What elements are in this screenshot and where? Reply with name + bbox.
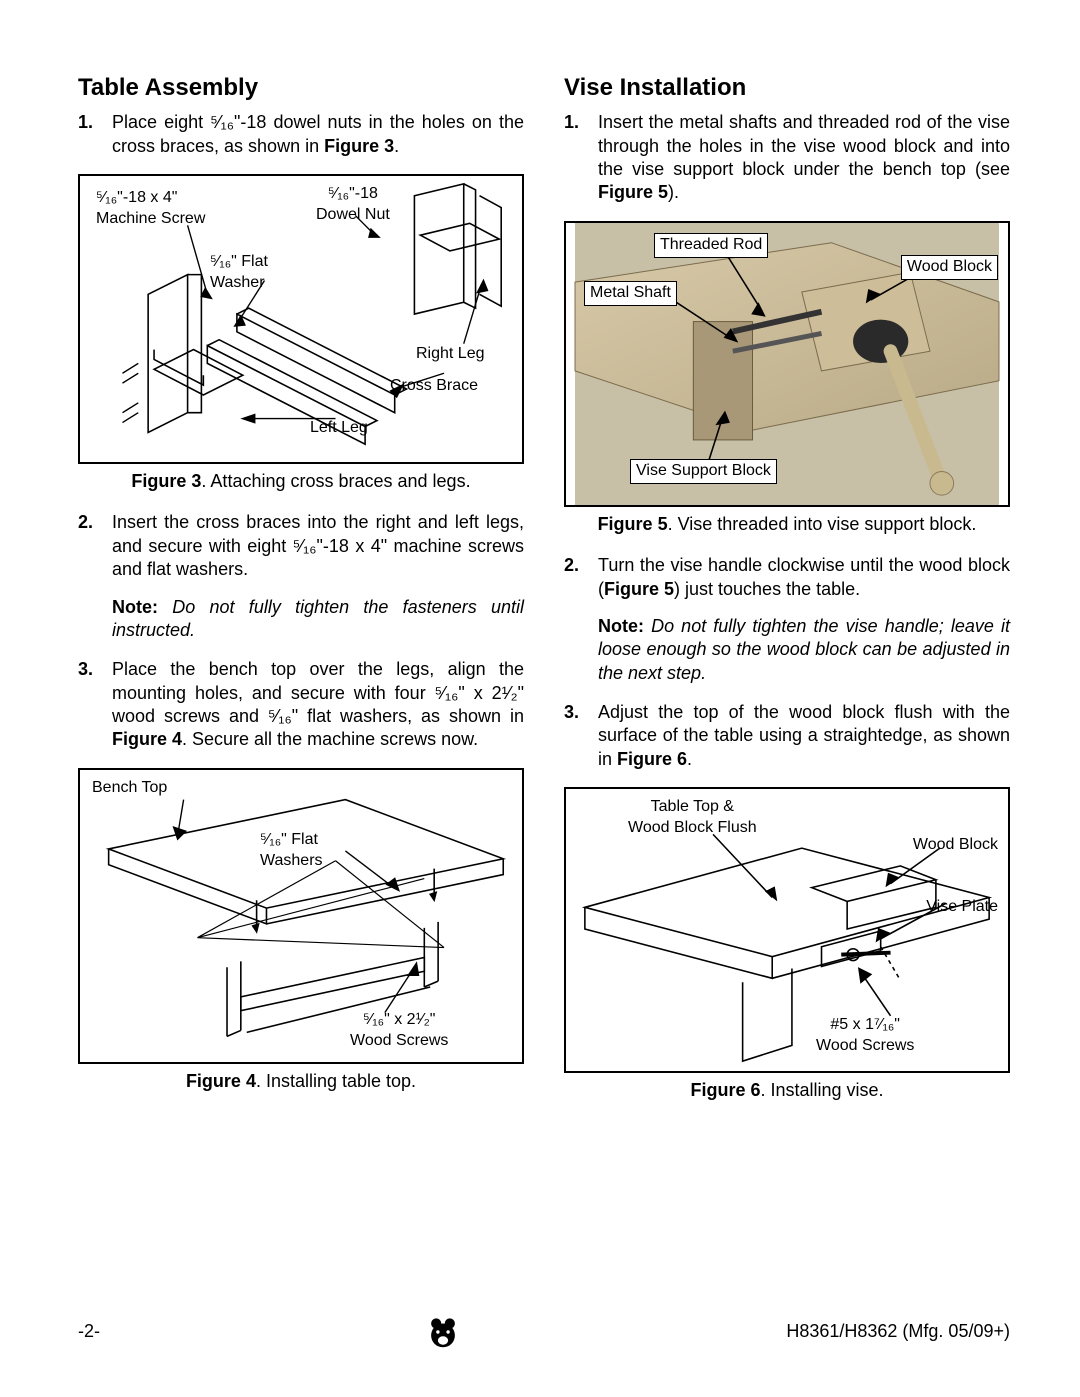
- bear-logo-icon: [426, 1315, 460, 1349]
- step-2-left: 2. Insert the cross braces into the righ…: [78, 511, 524, 642]
- heading-table-assembly: Table Assembly: [78, 72, 524, 103]
- step-3-right: 3. Adjust the top of the wood block flus…: [564, 701, 1010, 771]
- figure-6: Table Top & Wood Block Flush Wood Block …: [564, 787, 1010, 1073]
- step-1-right: 1. Insert the metal shafts and threaded …: [564, 111, 1010, 205]
- figure-4: Bench Top ⁵⁄₁₆" Flat Washers ⁵⁄₁₆" x 2¹⁄…: [78, 768, 524, 1064]
- left-column: Table Assembly 1. Place eight ⁵⁄₁₆"-18 d…: [78, 72, 524, 1121]
- figure-5: Threaded Rod Wood Block Metal Shaft Vise…: [564, 221, 1010, 507]
- step-3-left: 3. Place the bench top over the legs, al…: [78, 658, 524, 752]
- figure-3: ⁵⁄₁₆"-18 x 4" Machine Screw ⁵⁄₁₆"-18 Dow…: [78, 174, 524, 464]
- figure-4-caption: Figure 4. Installing table top.: [78, 1070, 524, 1093]
- page-footer: -2- H8361/H8362 (Mfg. 05/09+): [78, 1315, 1010, 1349]
- right-column: Vise Installation 1. Insert the metal sh…: [564, 72, 1010, 1121]
- figure-3-caption: Figure 3. Attaching cross braces and leg…: [78, 470, 524, 493]
- page-number: -2-: [78, 1320, 100, 1343]
- figure-5-caption: Figure 5. Vise threaded into vise suppor…: [564, 513, 1010, 536]
- figure-4-svg: [80, 770, 522, 1062]
- figure-6-caption: Figure 6. Installing vise.: [564, 1079, 1010, 1102]
- page-content: Table Assembly 1. Place eight ⁵⁄₁₆"-18 d…: [0, 0, 1080, 1181]
- step-2-right: 2. Turn the vise handle clockwise until …: [564, 554, 1010, 685]
- step-1-left: 1. Place eight ⁵⁄₁₆"-18 dowel nuts in th…: [78, 111, 524, 158]
- doc-id: H8361/H8362 (Mfg. 05/09+): [786, 1320, 1010, 1343]
- heading-vise-installation: Vise Installation: [564, 72, 1010, 103]
